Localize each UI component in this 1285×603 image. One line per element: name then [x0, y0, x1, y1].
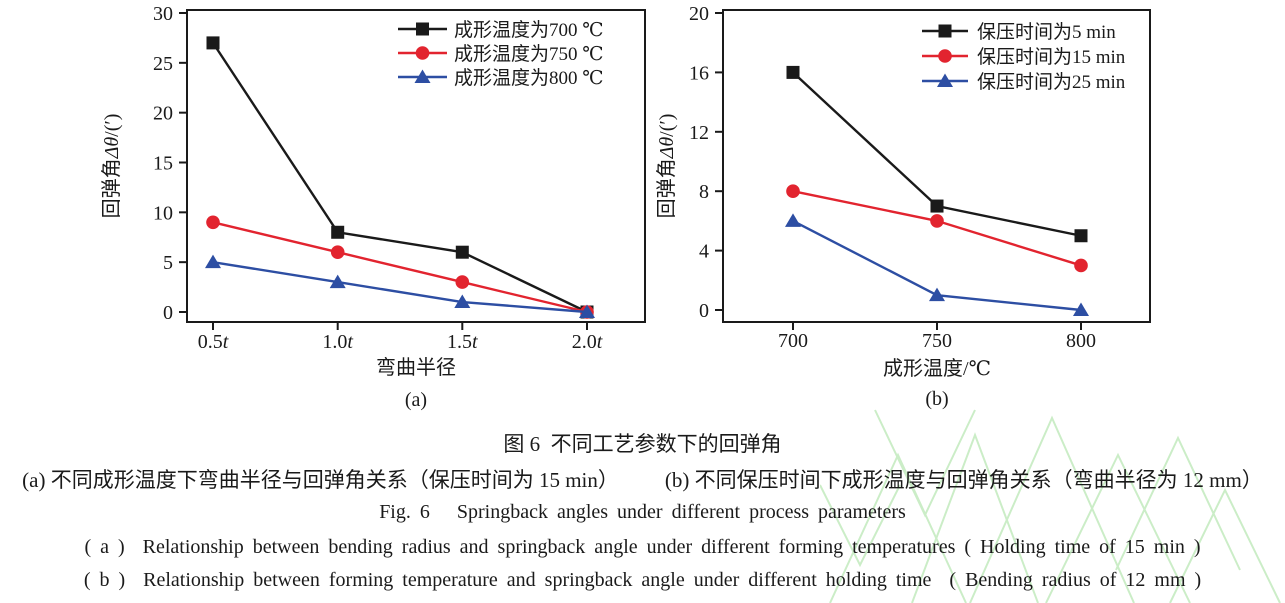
y-tick-label: 30	[153, 3, 173, 25]
triangle-marker	[1073, 302, 1089, 316]
x-tick-label: 700	[778, 330, 808, 352]
caption-sub-cn-a: (a) 不同成形温度下弯曲半径与回弹角关系（保压时间为 15 min）	[22, 468, 619, 492]
y-tick-label: 15	[153, 153, 173, 175]
subplot-label: (a)	[405, 389, 427, 411]
square-marker	[206, 36, 220, 50]
triangle-marker	[414, 69, 431, 83]
legend-label: 保压时间为25 min	[977, 71, 1126, 93]
subplot-label: (b)	[925, 388, 948, 410]
y-tick-label: 25	[153, 53, 173, 75]
square-marker	[1074, 229, 1088, 243]
square-marker	[416, 22, 429, 36]
x-axis-label: 成形温度/℃	[883, 357, 991, 380]
triangle-marker	[454, 294, 471, 309]
caption-title-en: Fig. 6 Springback angles under different…	[379, 501, 906, 523]
axes: 0 4 8 12 16 20 700 750 800 回弹角Δθ/(′) 成形温度/℃ (b)	[655, 3, 1151, 410]
caption-sub-en-a: ( a ) Relationship between bending radiu…	[84, 536, 1201, 558]
x-tick-label: 0.5t	[198, 331, 229, 353]
circle-marker	[930, 214, 944, 228]
series-1-circle	[206, 215, 594, 319]
x-tick-label: 1.5t	[447, 331, 478, 353]
y-tick-label: 10	[153, 202, 173, 224]
y-tick-label: 4	[699, 241, 709, 263]
axes: 0 5 10 15 20 25 30 0.5t 1.0t 1.5t 2.0t 回弹角Δθ/(′) 弯曲半…	[100, 3, 646, 411]
x-tick-label: 750	[922, 330, 952, 352]
circle-marker	[455, 275, 470, 289]
x-axis-label: 弯曲半径	[376, 356, 456, 379]
x-tick-label: 2.0t	[572, 331, 603, 353]
y-tick-label: 20	[153, 103, 173, 125]
caption-title-cn: 图 6 不同工艺参数下的回弹角	[503, 432, 782, 456]
triangle-marker	[205, 254, 221, 269]
square-marker	[930, 199, 944, 213]
chart-a-canvas: 0 5 10 15 20 25 30 0.5t 1.0t 1.5t 2.0t 回弹角Δθ/(′) 弯曲半…	[100, 3, 646, 411]
triangle-marker	[785, 213, 801, 227]
triangle-marker	[579, 304, 595, 318]
circle-marker	[206, 215, 220, 230]
legend: 保压时间为5 min 保压时间为15 min 保压时间为25 min	[922, 21, 1126, 93]
legend-label: 保压时间为5 min	[977, 21, 1116, 43]
series-1-circle	[786, 184, 1088, 273]
y-tick-label: 0	[163, 302, 173, 324]
chart-b-forming-temp-vs-springback: 0 4 8 12 16 20 700 750 800 回弹角Δθ/(′) 成形温度/℃ (b) 保压时间…	[640, 0, 1285, 425]
square-marker	[938, 24, 952, 38]
legend-label: 成形温度为750 ℃	[454, 43, 604, 65]
caption-subtitles-cn: (a) 不同成形温度下弯曲半径与回弹角关系（保压时间为 15 min） (b) …	[0, 464, 1285, 494]
y-axis-label: 回弹角Δθ/(′)	[655, 114, 678, 219]
y-tick-label: 20	[689, 3, 709, 25]
caption-sub-en-b: ( b ) Relationship between forming tempe…	[83, 569, 1202, 591]
series-0-square	[786, 65, 1088, 243]
y-tick-label: 0	[699, 300, 709, 322]
circle-marker	[786, 184, 800, 198]
circle-marker	[330, 245, 345, 259]
y-axis-label: 回弹角Δθ/(′)	[100, 114, 123, 219]
chart-a-bending-radius-vs-springback: 0 5 10 15 20 25 30 0.5t 1.0t 1.5t 2.0t 回弹角Δθ/(′) 弯曲半…	[0, 0, 660, 425]
watermark-pattern	[820, 409, 1281, 603]
triangle-marker	[929, 287, 945, 302]
square-marker	[331, 225, 345, 239]
triangle-marker	[329, 274, 346, 289]
series-2-triangle	[205, 254, 595, 318]
y-tick-label: 5	[163, 252, 173, 274]
legend-label: 成形温度为800 ℃	[454, 67, 604, 89]
circle-marker	[938, 49, 952, 63]
legend-label: 成形温度为700 ℃	[454, 19, 604, 41]
circle-marker	[1074, 258, 1088, 273]
y-tick-label: 8	[699, 181, 709, 203]
x-tick-label: 800	[1066, 330, 1096, 352]
y-tick-label: 16	[689, 62, 709, 84]
y-tick-label: 12	[689, 122, 709, 144]
legend-label: 保压时间为15 min	[977, 46, 1126, 68]
caption-sub-cn-b: (b) 不同保压时间下成形温度与回弹角关系（弯曲半径为 12 mm）	[664, 468, 1263, 492]
square-marker	[455, 245, 469, 259]
square-marker	[786, 65, 800, 79]
chart-b-canvas: 0 4 8 12 16 20 700 750 800 回弹角Δθ/(′) 成形温度/℃ (b) 保压时间…	[655, 3, 1151, 410]
triangle-marker	[937, 73, 953, 87]
series-2-triangle	[785, 213, 1089, 316]
x-tick-label: 1.0t	[322, 331, 353, 353]
circle-marker	[415, 46, 430, 60]
